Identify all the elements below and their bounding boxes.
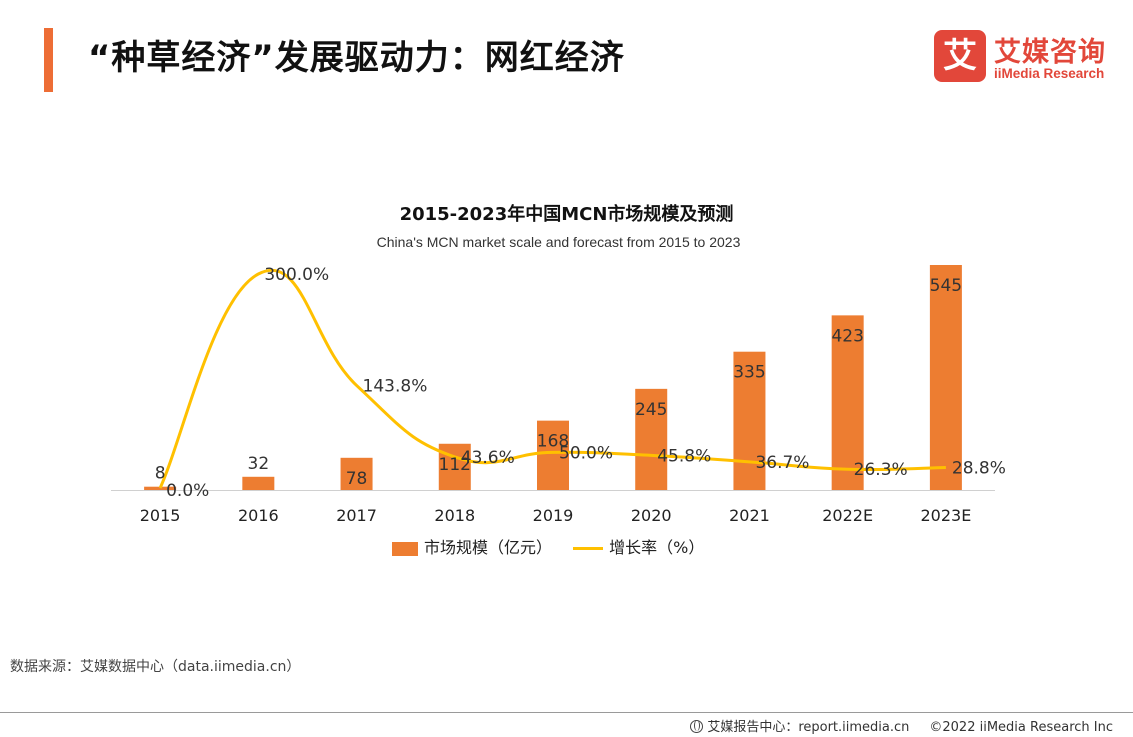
bar-2022E bbox=[831, 315, 864, 490]
page-footer: 艾媒报告中心：report.iimedia.cn ©2022 iiMedia Re… bbox=[690, 716, 1113, 735]
chart-subtitle: China's MCN market scale and forecast fr… bbox=[376, 234, 741, 250]
bar-value-label-2015: 8 bbox=[155, 464, 166, 484]
x-tick-label-2016: 2016 bbox=[238, 506, 279, 525]
bar-value-label-2017: 78 bbox=[346, 469, 368, 489]
bar-2019 bbox=[537, 420, 569, 490]
line-value-label-2018: 43.6% bbox=[461, 448, 515, 468]
line-value-label-2022E: 26.3% bbox=[854, 460, 908, 480]
x-tick-label-2020: 2020 bbox=[631, 506, 672, 525]
x-tick-label-2022E: 2022E bbox=[822, 506, 873, 525]
logo-english-name: iiMedia Research bbox=[994, 66, 1105, 81]
bar-2015 bbox=[144, 486, 177, 490]
bar-value-label-2023E: 545 bbox=[930, 276, 962, 296]
bar-2016 bbox=[242, 476, 275, 490]
legend-item-growth-rate: 增长率（%） bbox=[573, 534, 704, 558]
bar-2017 bbox=[340, 457, 373, 490]
chart-title: 2015-2023年中国MCN市场规模及预测 bbox=[399, 204, 734, 225]
globe-icon bbox=[690, 720, 704, 733]
footer-divider bbox=[0, 712, 1133, 713]
line-value-label-2017: 143.8% bbox=[363, 376, 428, 396]
line-value-label-2015: 0.0% bbox=[166, 481, 209, 501]
logo-chinese-name: 艾媒咨询 bbox=[994, 37, 1106, 68]
legend-bar-label: 市场规模（亿元） bbox=[424, 538, 553, 557]
footer-copyright: ©2022 iiMedia Research Inc bbox=[929, 720, 1113, 735]
legend-line-label: 增长率（%） bbox=[609, 538, 705, 557]
page-title: “种草经济”发展驱动力：网红经济 bbox=[88, 38, 625, 78]
logo-mark: 艾 bbox=[934, 30, 986, 82]
growth-rate-line bbox=[158, 268, 946, 489]
bar-2020 bbox=[635, 388, 668, 490]
x-tick-label-2023E: 2023E bbox=[920, 506, 971, 525]
x-tick-label-2019: 2019 bbox=[533, 506, 574, 525]
x-tick-label-2018: 2018 bbox=[434, 506, 475, 525]
bar-value-label-2021: 335 bbox=[733, 363, 765, 383]
line-value-label-2020: 45.8% bbox=[657, 446, 711, 466]
line-value-label-2016: 300.0% bbox=[264, 265, 329, 285]
x-tick-label-2015: 2015 bbox=[140, 506, 181, 525]
line-value-label-2021: 36.7% bbox=[755, 453, 809, 473]
legend-bar-swatch bbox=[392, 541, 418, 556]
footer-report-center: 艾媒报告中心：report.iimedia.cn bbox=[707, 720, 910, 735]
bar-value-label-2022E: 423 bbox=[831, 326, 863, 346]
x-tick-label-2021: 2021 bbox=[729, 506, 770, 525]
legend-item-market-scale: 市场规模（亿元） bbox=[392, 534, 552, 558]
x-tick-label-2017: 2017 bbox=[336, 506, 377, 525]
accent-bar bbox=[44, 28, 53, 92]
data-source-note: 数据来源：艾媒数据中心（data.iimedia.cn） bbox=[10, 659, 301, 675]
brand-logo: 艾 艾媒咨询 iiMedia Research bbox=[934, 30, 1124, 90]
legend-line-swatch bbox=[573, 547, 604, 550]
line-value-label-2019: 50.0% bbox=[559, 443, 613, 463]
bar-value-label-2016: 32 bbox=[248, 454, 270, 474]
bar-2021 bbox=[733, 351, 766, 490]
chart-legend: 市场规模（亿元） 增长率（%） bbox=[392, 534, 720, 558]
bar-value-label-2018: 112 bbox=[439, 455, 471, 475]
line-value-label-2023E: 28.8% bbox=[952, 458, 1006, 478]
bar-value-label-2019: 168 bbox=[537, 432, 569, 452]
bar-value-label-2020: 245 bbox=[635, 400, 667, 420]
bar-2023E bbox=[929, 265, 962, 490]
